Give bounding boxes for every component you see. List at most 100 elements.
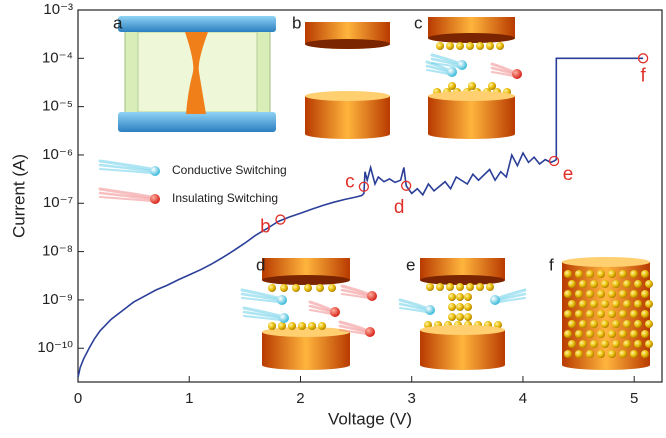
comet-tail bbox=[340, 284, 370, 296]
plate bbox=[118, 16, 276, 32]
particle bbox=[634, 300, 642, 308]
particle bbox=[488, 82, 496, 90]
y-tick-label: 10⁻⁹ bbox=[42, 291, 73, 308]
particle bbox=[466, 283, 474, 291]
comet-tail bbox=[425, 64, 450, 74]
particle bbox=[630, 270, 638, 278]
particle bbox=[579, 340, 587, 348]
particle bbox=[641, 270, 649, 278]
particle bbox=[586, 350, 594, 358]
particle bbox=[448, 82, 456, 90]
particle bbox=[568, 340, 576, 348]
particle bbox=[623, 340, 631, 348]
comet-tail bbox=[430, 53, 460, 65]
marker bbox=[275, 214, 286, 225]
particle bbox=[634, 340, 642, 348]
x-tick-label: 2 bbox=[296, 390, 304, 407]
particle bbox=[564, 270, 572, 278]
particle bbox=[601, 320, 609, 328]
y-tick-label: 10⁻⁸ bbox=[42, 243, 73, 260]
particle bbox=[486, 283, 494, 291]
particle bbox=[150, 166, 160, 176]
y-tick-label: 10⁻⁴ bbox=[42, 49, 73, 66]
particle bbox=[645, 300, 653, 308]
particle bbox=[630, 290, 638, 298]
comet-tail bbox=[341, 293, 369, 299]
particle bbox=[590, 340, 598, 348]
comet-tail bbox=[490, 62, 515, 74]
particle bbox=[564, 290, 572, 298]
inset-label: c bbox=[414, 13, 423, 32]
x-tick-label: 4 bbox=[519, 390, 527, 407]
particle bbox=[425, 305, 435, 315]
comet-tail bbox=[491, 71, 514, 77]
particle bbox=[304, 284, 312, 292]
particle bbox=[486, 42, 494, 50]
particle bbox=[468, 82, 476, 90]
particle bbox=[456, 283, 464, 291]
particle bbox=[456, 293, 464, 301]
particle bbox=[457, 60, 467, 70]
comet-tail bbox=[398, 298, 428, 310]
legend-label: Insulating Switching bbox=[172, 191, 278, 205]
particle bbox=[456, 42, 464, 50]
comet-tail bbox=[309, 309, 332, 315]
particle bbox=[448, 313, 456, 321]
particle bbox=[476, 42, 484, 50]
comet-tail bbox=[497, 292, 527, 302]
particle bbox=[645, 340, 653, 348]
particle bbox=[280, 284, 288, 292]
particle bbox=[446, 283, 454, 291]
y-axis-title: Current (A) bbox=[9, 154, 28, 238]
particle bbox=[612, 300, 620, 308]
particle bbox=[590, 320, 598, 328]
particle bbox=[476, 283, 484, 291]
particle bbox=[630, 330, 638, 338]
particle bbox=[464, 303, 472, 311]
particle bbox=[575, 350, 583, 358]
particle bbox=[447, 67, 457, 77]
particle bbox=[597, 270, 605, 278]
particle bbox=[619, 330, 627, 338]
particle bbox=[601, 340, 609, 348]
particle bbox=[490, 295, 500, 305]
particle bbox=[466, 42, 474, 50]
comet-tail bbox=[398, 302, 428, 312]
electrode-face bbox=[420, 325, 505, 335]
particle bbox=[318, 322, 326, 330]
particle bbox=[564, 310, 572, 318]
particle bbox=[579, 320, 587, 328]
comet-tail bbox=[99, 196, 152, 202]
electrode-face bbox=[428, 33, 515, 43]
comet-tail bbox=[430, 57, 460, 67]
comet-tail bbox=[98, 163, 153, 173]
particle bbox=[496, 42, 504, 50]
particle bbox=[619, 290, 627, 298]
particle bbox=[568, 280, 576, 288]
particle bbox=[623, 280, 631, 288]
legend-label: Conductive Switching bbox=[172, 163, 287, 177]
inset-label: e bbox=[406, 255, 415, 274]
electrode bbox=[428, 96, 515, 139]
particle bbox=[464, 313, 472, 321]
particle bbox=[612, 340, 620, 348]
comet-tail bbox=[338, 324, 368, 334]
particle bbox=[641, 290, 649, 298]
particle bbox=[597, 350, 605, 358]
marker bbox=[548, 155, 560, 167]
particle bbox=[456, 313, 464, 321]
y-tick-label: 10⁻³ bbox=[43, 1, 73, 18]
particle bbox=[645, 320, 653, 328]
particle bbox=[436, 283, 444, 291]
particle bbox=[619, 350, 627, 358]
comet-tail bbox=[498, 297, 526, 303]
particle bbox=[601, 300, 609, 308]
marker-label: c bbox=[345, 172, 355, 193]
particle bbox=[288, 322, 296, 330]
electrode-face bbox=[420, 275, 505, 285]
particle bbox=[279, 313, 289, 323]
particle bbox=[575, 330, 583, 338]
particle bbox=[597, 290, 605, 298]
comet-tail bbox=[240, 292, 280, 302]
particle bbox=[575, 270, 583, 278]
